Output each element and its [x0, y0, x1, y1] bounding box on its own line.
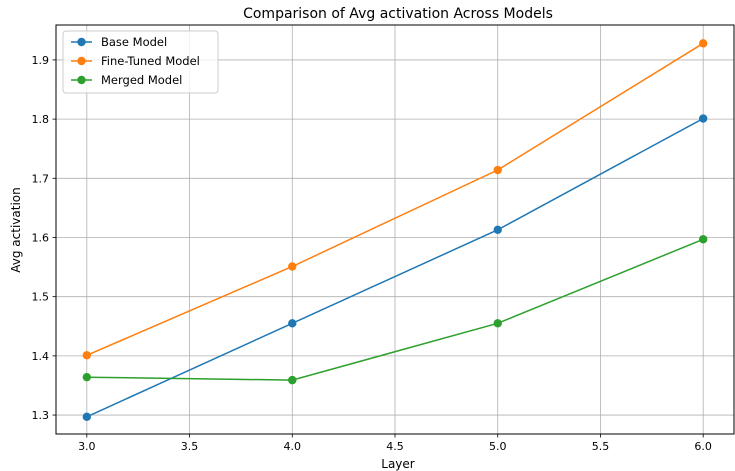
- series-line: [86, 238, 704, 381]
- y-tick-label: 1.3: [32, 409, 50, 422]
- x-tick-label: 3.5: [181, 440, 199, 453]
- y-axis-label: Avg activation: [9, 187, 23, 272]
- y-tick-label: 1.6: [32, 231, 50, 244]
- data-point: [82, 412, 92, 422]
- data-point: [493, 165, 502, 175]
- grid: [56, 25, 734, 434]
- legend: Base Model Fine-Tuned Model Merged Model: [62, 30, 219, 94]
- y-tick-label: 1.5: [32, 291, 50, 304]
- data-point: [493, 225, 502, 234]
- x-tick-label: 4.5: [386, 440, 404, 453]
- data-point: [288, 375, 297, 385]
- y-tick-label: 1.8: [32, 113, 50, 126]
- legend-swatch-marker: [77, 56, 86, 66]
- x-tick-label: 5.0: [489, 440, 507, 453]
- data-point: [698, 39, 708, 48]
- data-point: [288, 319, 297, 328]
- x-tick-label: 6.0: [694, 440, 712, 453]
- data-point: [82, 351, 92, 360]
- chart-title: Comparison of Avg activation Across Mode…: [243, 6, 553, 22]
- legend-label: Fine-Tuned Model: [101, 54, 200, 68]
- x-axis-label: Layer: [381, 457, 415, 471]
- series-line: [86, 42, 704, 356]
- series-line: [86, 117, 704, 418]
- data-point: [698, 114, 708, 123]
- data-point: [493, 319, 502, 328]
- legend-label: Merged Model: [101, 73, 182, 87]
- y-tick-label: 1.4: [32, 350, 50, 363]
- y-tick-label: 1.7: [32, 172, 50, 185]
- data-point: [82, 372, 92, 382]
- data-point: [698, 235, 708, 244]
- y-tick-label: 1.9: [32, 54, 50, 67]
- legend-swatch-marker: [77, 75, 86, 85]
- x-tick-label: 3.0: [78, 440, 96, 453]
- series-layer: [82, 39, 708, 422]
- legend-box: [62, 30, 219, 94]
- legend-label: Base Model: [101, 35, 167, 49]
- x-tick-label: 5.5: [592, 440, 610, 453]
- x-tick-label: 4.0: [284, 440, 302, 453]
- data-point: [288, 262, 297, 271]
- legend-swatch-marker: [77, 37, 86, 47]
- ticks: 3.0 3.5 4.0 4.5 5.0 5.5 6.0 1.3 1.4 1.5 1.6 1.7 1.8 1…: [32, 54, 712, 453]
